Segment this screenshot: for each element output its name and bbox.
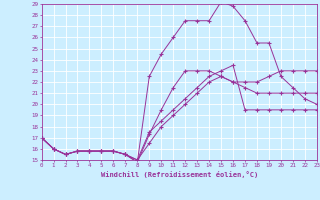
X-axis label: Windchill (Refroidissement éolien,°C): Windchill (Refroidissement éolien,°C)	[100, 171, 258, 178]
